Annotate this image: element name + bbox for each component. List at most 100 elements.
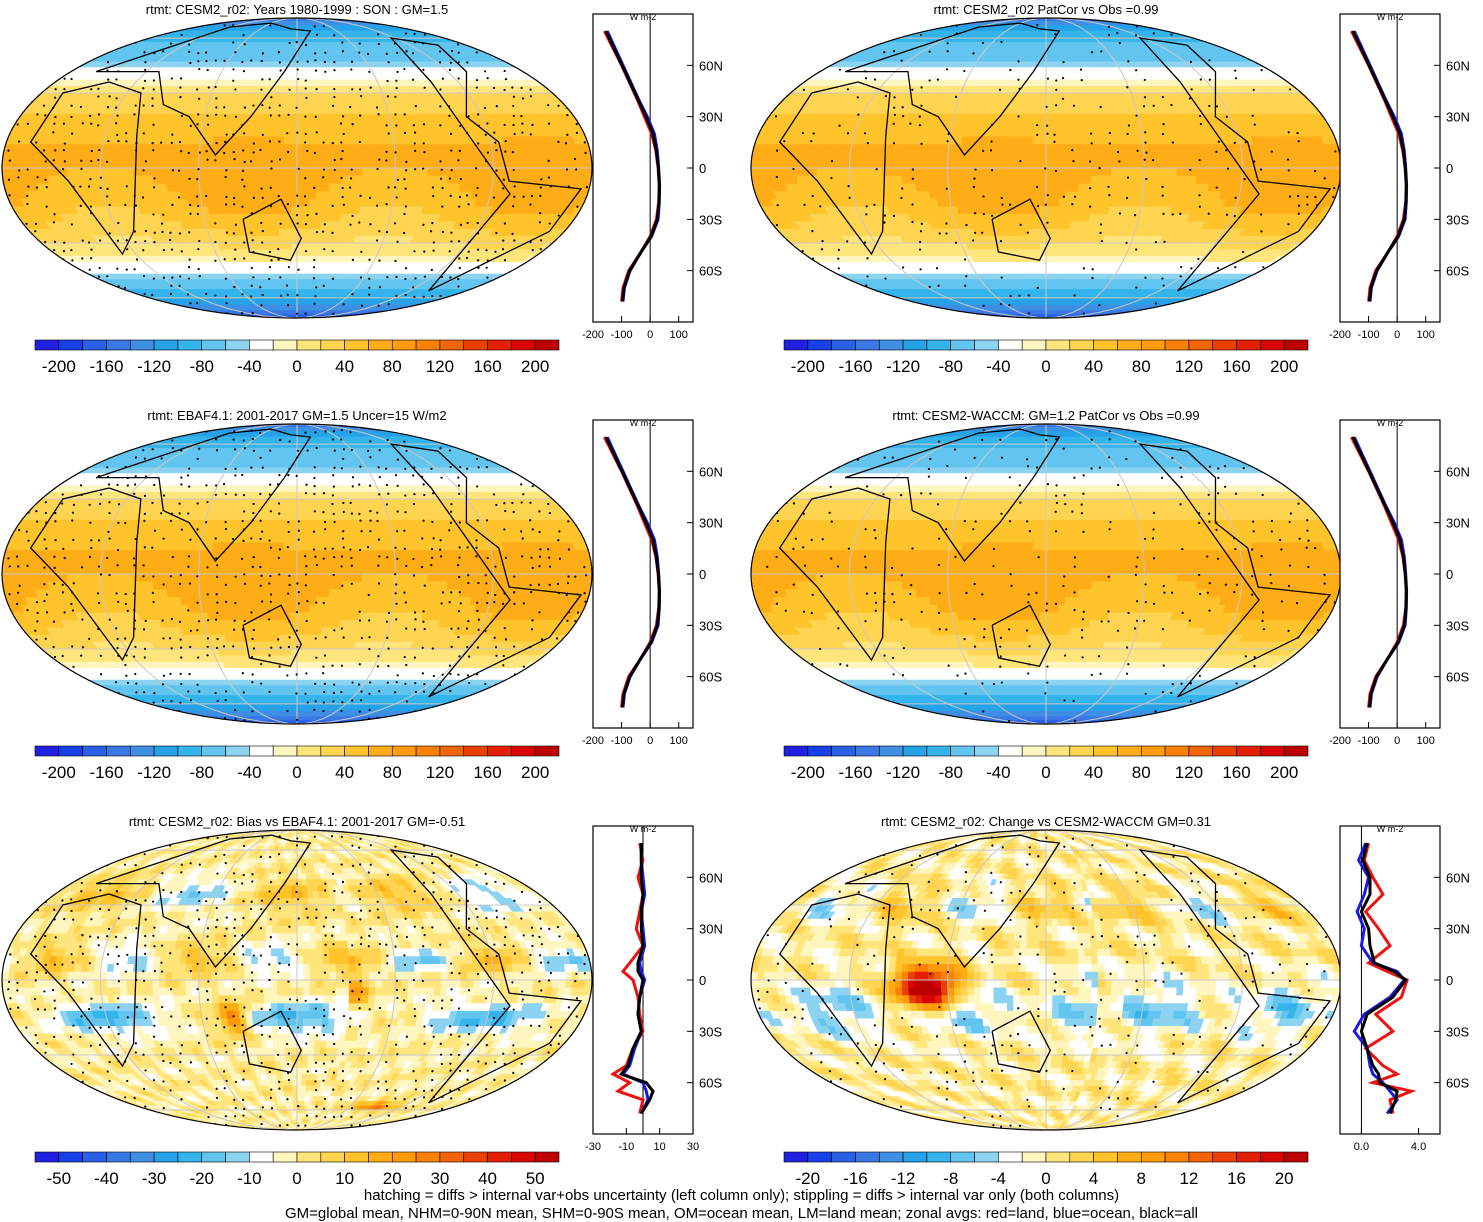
profile-y-label: 60S — [1446, 670, 1469, 685]
colorbar-tick-label: -200 — [42, 357, 76, 376]
colorbar-tick-label: 8 — [1137, 1169, 1146, 1188]
colorbar-tick-label: 200 — [1270, 357, 1298, 376]
profile-x-label: -200 — [582, 329, 604, 341]
profile-x-label: -200 — [1329, 329, 1351, 341]
colorbar-tick-label: 80 — [383, 357, 402, 376]
colorbar-swatch — [1213, 746, 1237, 756]
profile-y-label: 30N — [699, 110, 723, 125]
colorbar-swatch — [297, 340, 321, 350]
colorbar-swatch — [1165, 746, 1189, 756]
colorbar-tick-label: -20 — [796, 1169, 821, 1188]
colorbar-swatch — [226, 746, 250, 756]
profile-x-label: -100 — [1358, 735, 1380, 747]
colorbar-tick-label: -120 — [886, 357, 920, 376]
colorbar-swatch — [416, 1152, 440, 1162]
profile-units: W m-2 — [1377, 418, 1404, 428]
colorbar-tick-label: 160 — [473, 357, 501, 376]
colorbar-swatch — [1237, 746, 1261, 756]
colorbar-swatch — [345, 746, 369, 756]
colorbar-swatch — [273, 746, 297, 756]
colorbar-swatch — [1022, 746, 1046, 756]
profile-x-label: -10 — [618, 1141, 634, 1153]
profile-x-label: 0 — [1394, 329, 1400, 341]
colorbar-tick-label: 20 — [383, 1169, 402, 1188]
colorbar-swatch — [249, 746, 273, 756]
profile-x-label: -100 — [1358, 329, 1380, 341]
map-title: rtmt: CESM2-WACCM: GM=1.2 PatCor vs Obs … — [892, 408, 1199, 423]
panel-6: rtmt: CESM2_r02: Change vs CESM2-WACCM G… — [751, 814, 1470, 1188]
colorbar-tick-label: 160 — [473, 763, 501, 782]
colorbar-swatch — [1189, 746, 1213, 756]
profile-x-label: 100 — [670, 329, 688, 341]
colorbar-tick-label: 50 — [526, 1169, 545, 1188]
panel-2: rtmt: CESM2_r02 PatCor vs Obs =0.99-200-… — [751, 2, 1470, 376]
profile-x-label: -200 — [582, 735, 604, 747]
colorbar-swatch — [440, 746, 464, 756]
colorbar-tick-label: -40 — [986, 763, 1011, 782]
colorbar-swatch — [784, 340, 808, 350]
colorbar-swatch — [368, 1152, 392, 1162]
colorbar-tick-label: -30 — [142, 1169, 167, 1188]
colorbar-swatch — [832, 746, 856, 756]
colorbar-tick-label: -10 — [237, 1169, 262, 1188]
colorbar-swatch — [416, 340, 440, 350]
colorbar-swatch — [951, 746, 975, 756]
colorbar-swatch — [1070, 1152, 1094, 1162]
colorbar-tick-label: -80 — [189, 763, 214, 782]
colorbar-swatch — [1260, 746, 1284, 756]
colorbar-swatch — [855, 340, 879, 350]
colorbar-tick-label: -40 — [237, 357, 262, 376]
colorbar-tick-label: -160 — [89, 763, 123, 782]
colorbar-tick-label: -120 — [886, 763, 920, 782]
colorbar-swatch — [511, 746, 535, 756]
colorbar-swatch — [998, 1152, 1022, 1162]
colorbar-swatch — [511, 1152, 535, 1162]
colorbar-tick-label: -40 — [237, 763, 262, 782]
colorbar-swatch — [392, 746, 416, 756]
colorbar-swatch — [345, 1152, 369, 1162]
colorbar-swatch — [464, 1152, 488, 1162]
profile-frame — [593, 420, 693, 728]
colorbar-tick-label: 16 — [1227, 1169, 1246, 1188]
profile-y-label: 60N — [699, 464, 723, 479]
colorbar-swatch — [903, 340, 927, 350]
colorbar-swatch — [35, 1152, 59, 1162]
profile-y-label: 0 — [1446, 567, 1453, 582]
colorbar-tick-label: 80 — [1132, 763, 1151, 782]
colorbar-swatch — [879, 1152, 903, 1162]
colorbar-tick-label: 80 — [1132, 357, 1151, 376]
colorbar-swatch — [1022, 1152, 1046, 1162]
profile-x-label: 0 — [647, 329, 653, 341]
profile-units: W m-2 — [630, 418, 657, 428]
colorbar-tick-label: 120 — [1175, 763, 1203, 782]
profile-y-label: 60S — [699, 264, 722, 279]
profile-x-label: 30 — [687, 1141, 699, 1153]
profile-frame — [1340, 420, 1440, 728]
colorbar-swatch — [1237, 340, 1261, 350]
profile-frame — [1340, 14, 1440, 322]
colorbar-tick-label: -200 — [791, 763, 825, 782]
colorbar-swatch — [226, 1152, 250, 1162]
colorbar-swatch — [1260, 1152, 1284, 1162]
colorbar-swatch — [416, 746, 440, 756]
colorbar-swatch — [1117, 746, 1141, 756]
colorbar-swatch — [178, 746, 202, 756]
colorbar-swatch — [154, 1152, 178, 1162]
colorbar-swatch — [321, 1152, 345, 1162]
panel-3: rtmt: EBAF4.1: 2001-2017 GM=1.5 Uncer=15… — [2, 408, 723, 782]
colorbar-swatch — [178, 1152, 202, 1162]
profile-y-label: 30S — [1446, 618, 1469, 633]
colorbar-tick-label: 160 — [1222, 357, 1250, 376]
colorbar-swatch — [440, 1152, 464, 1162]
colorbar-tick-label: 0 — [292, 1169, 301, 1188]
colorbar-swatch — [1165, 340, 1189, 350]
colorbar-tick-label: 200 — [521, 763, 549, 782]
profile-y-label: 30N — [699, 516, 723, 531]
colorbar-swatch — [392, 340, 416, 350]
colorbar-swatch — [1070, 340, 1094, 350]
footer-line-2: GM=global mean, NHM=0-90N mean, SHM=0-90… — [0, 1205, 1483, 1222]
profile-x-label: -100 — [611, 735, 633, 747]
colorbar-swatch — [1213, 1152, 1237, 1162]
colorbar-swatch — [951, 1152, 975, 1162]
colorbar-swatch — [535, 340, 559, 350]
